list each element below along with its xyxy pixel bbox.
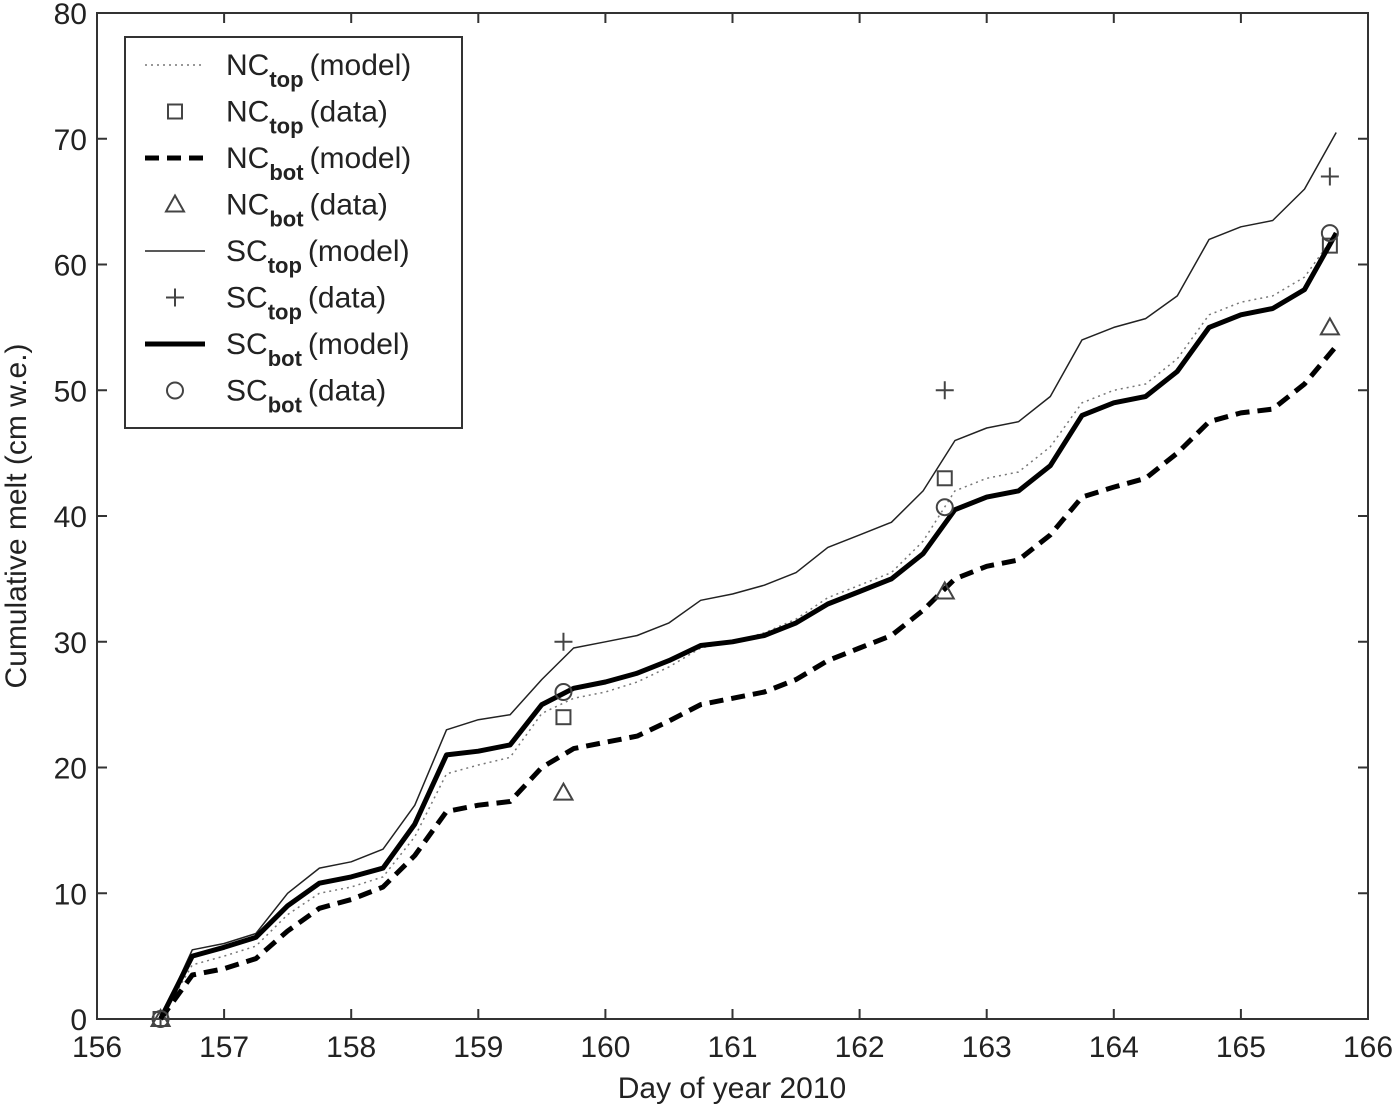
legend-sub: top	[268, 253, 302, 278]
marker-circle	[1320, 224, 1339, 243]
x-tick-label: 166	[1343, 1031, 1393, 1064]
legend-base: NC	[226, 49, 269, 82]
y-tick-label: 70	[54, 124, 87, 157]
legend-label: NCbot (data)	[226, 189, 388, 232]
legend-sub: top	[269, 114, 303, 139]
x-tick-label: 158	[326, 1031, 376, 1064]
x-tick-label: 164	[1089, 1031, 1139, 1064]
legend-label: SCtop (model)	[226, 235, 410, 278]
marker-square	[1321, 237, 1338, 254]
x-tick-label: 157	[199, 1031, 249, 1064]
legend-sub: bot	[269, 160, 304, 185]
legend-note: (data)	[310, 189, 388, 222]
legend-box	[124, 36, 463, 429]
legend-base: SC	[226, 375, 268, 408]
legend-label: SCbot (data)	[226, 375, 386, 418]
marker-plus	[166, 288, 184, 307]
marker-plus	[151, 1010, 170, 1028]
line	[159, 232, 1337, 1020]
legend-sub: bot	[268, 393, 303, 418]
marker-triangle	[934, 580, 956, 600]
marker-circle	[935, 498, 954, 517]
marker-square	[167, 103, 183, 120]
x-tick-label: 156	[72, 1031, 122, 1064]
marker-triangle	[552, 781, 575, 801]
legend-base: NC	[226, 189, 269, 222]
marker-circle	[554, 683, 573, 702]
line	[158, 231, 1339, 1021]
y-tick-label: 60	[54, 250, 87, 283]
y-tick-label: 80	[54, 0, 87, 31]
marker-circle	[166, 381, 184, 400]
legend-note: (data)	[310, 96, 388, 129]
y-tick-label: 40	[54, 501, 87, 534]
legend-label: NCbot (model)	[226, 142, 411, 185]
marker-circle	[151, 1010, 170, 1028]
marker-plus	[935, 381, 954, 400]
line	[158, 344, 1339, 1021]
y-tick-label: 10	[54, 878, 87, 911]
y-axis-label: Cumulative melt (cm w.e.)	[0, 343, 33, 688]
x-tick-label: 161	[707, 1031, 757, 1064]
legend-note: (model)	[308, 235, 410, 268]
legend-sub: bot	[268, 346, 303, 371]
legend-sub: top	[269, 67, 303, 92]
y-tick-label: 50	[54, 375, 87, 408]
legend-note: (model)	[308, 328, 410, 361]
legend-label: SCbot (model)	[226, 328, 410, 371]
marker-square	[555, 709, 572, 726]
legend-note: (model)	[310, 142, 412, 175]
x-tick-label: 160	[580, 1031, 630, 1064]
legend-base: SC	[226, 235, 268, 268]
marker-triangle	[1319, 316, 1341, 336]
legend-note: (data)	[308, 282, 386, 315]
marker-square	[936, 470, 953, 487]
legend-base: NC	[226, 96, 269, 129]
legend-label: NCtop (data)	[226, 96, 388, 139]
line	[159, 132, 1337, 1020]
marker-plus	[554, 632, 573, 651]
legend-sub: bot	[269, 207, 304, 232]
x-tick-label: 163	[962, 1031, 1012, 1064]
y-tick-label: 0	[70, 1004, 87, 1037]
y-tick-label: 20	[54, 753, 87, 786]
legend-base: SC	[226, 282, 268, 315]
legend: NCtop (model)NCtop (data)NCbot (model)NCbot…	[124, 36, 463, 429]
x-tick-label: 162	[835, 1031, 885, 1064]
legend-label: SCtop (data)	[226, 282, 386, 325]
marker-plus	[1320, 167, 1339, 186]
legend-sub: top	[268, 300, 302, 325]
legend-label: NCtop (model)	[226, 49, 411, 92]
legend-note: (model)	[310, 49, 412, 82]
legend-base: NC	[226, 142, 269, 175]
legend-base: SC	[226, 328, 268, 361]
x-tick-label: 159	[453, 1031, 503, 1064]
x-tick-label: 165	[1216, 1031, 1266, 1064]
marker-triangle	[164, 193, 186, 213]
y-tick-label: 30	[54, 627, 87, 660]
x-axis-label: Day of year 2010	[618, 1072, 846, 1105]
legend-note: (data)	[308, 375, 386, 408]
